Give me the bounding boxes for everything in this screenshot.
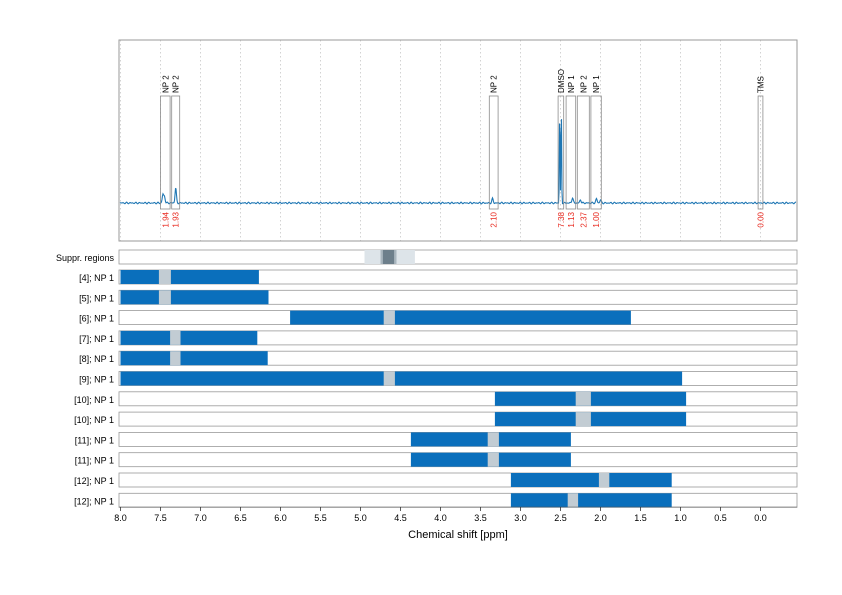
track-frame (118, 289, 798, 305)
track-label: [7]; NP 1 (79, 334, 114, 344)
grid-lines (120, 40, 761, 241)
track-label: [12]; NP 1 (74, 476, 114, 486)
track-label: [5]; NP 1 (79, 293, 114, 303)
track-gap (487, 432, 499, 447)
track-gap (170, 351, 181, 366)
track-bar (120, 371, 683, 386)
annotation-box (488, 95, 499, 210)
track-gap (575, 391, 591, 406)
x-tick-label: 5.0 (354, 513, 367, 523)
track-gap (158, 270, 171, 284)
annotation-box (171, 95, 181, 210)
x-tick-label: 8.0 (114, 513, 127, 523)
track-frame (118, 330, 798, 346)
x-tick-label: 0.5 (714, 513, 727, 523)
integral-value: 1.94 (161, 211, 170, 227)
integral-value: 2.10 (490, 211, 499, 227)
annotation-label: DMSO (557, 69, 566, 93)
annotation-box (160, 95, 171, 210)
suppressed-track (118, 249, 798, 265)
x-axis: 8.0 7.5 7.0 6.5 6.0 5.5 5.0 4.5 4.0 3.5 3.0 2.5 2.0 1… (114, 506, 797, 523)
track-bar (510, 493, 672, 508)
integral-value: 2.37 (579, 211, 588, 227)
track-gap (567, 493, 579, 508)
x-tick-label: 2.5 (554, 513, 567, 523)
integral-value: 1.13 (567, 211, 576, 227)
track-frame (118, 492, 798, 508)
track-label: [9]; NP 1 (79, 375, 114, 385)
x-tick-label: 1.0 (674, 513, 687, 523)
track-bar (120, 270, 259, 284)
x-tick-label: 6.5 (234, 513, 247, 523)
range-tracks: Suppr. regions [4]; NP 1 [5]; NP 1 [6]; NP … (56, 249, 798, 508)
annotation-label: NP 2 (172, 75, 181, 93)
x-tick-label: 4.5 (394, 513, 407, 523)
integral-value: 7.38 (557, 211, 566, 227)
annotation-box (757, 95, 764, 210)
x-tick-label: 4.0 (434, 513, 447, 523)
x-tick-label: 7.5 (154, 513, 167, 523)
x-axis-label: Chemical shift [ppm] (408, 529, 508, 541)
x-tick-label: 1.5 (634, 513, 647, 523)
annotation-label: NP 2 (161, 75, 170, 93)
spectrum-panel: NP 2 1.94 NP 2 1.93 NP 2 2.10 DMSO 7.38 NP 1 1.13… (118, 39, 798, 242)
x-tick-label: 0.0 (754, 513, 767, 523)
track-label: [8]; NP 1 (79, 354, 114, 364)
annotation-box (576, 95, 590, 210)
spectrum-trace (119, 119, 797, 205)
annotation-box (590, 95, 602, 210)
track-label: [11]; NP 1 (75, 456, 114, 466)
integral-value: 1.00 (592, 211, 601, 227)
track-frame (118, 269, 798, 285)
track-gap (575, 412, 591, 427)
track-gap (598, 473, 610, 487)
track-frame (118, 350, 798, 366)
x-tick-label: 6.0 (274, 513, 287, 523)
track-gap (383, 310, 395, 325)
annotation-label: NP 2 (490, 75, 499, 93)
integral-value: 1.93 (172, 211, 181, 227)
x-tick-label: 3.5 (474, 513, 487, 523)
spectrum-frame (118, 39, 798, 242)
annotation-label: NP 2 (579, 75, 588, 93)
integral-value: 0.00 (757, 211, 766, 227)
track-frame (118, 391, 798, 407)
track-bar (120, 290, 269, 305)
annotation-label: NP 1 (567, 75, 576, 93)
track-label: [4]; NP 1 (79, 273, 114, 283)
track-gap (158, 290, 171, 305)
track-gap (170, 330, 181, 345)
track-frame (118, 472, 798, 488)
track-bar (120, 351, 268, 366)
track-label: [11]; NP 1 (75, 435, 114, 445)
x-tick-label: 5.5 (314, 513, 327, 523)
track-bar (290, 310, 631, 325)
track-label: [12]; NP 1 (74, 496, 114, 506)
annotation-label: TMS (757, 76, 766, 93)
x-tick-label: 2.0 (594, 513, 607, 523)
track-bar (120, 330, 258, 345)
annotation-box (557, 95, 565, 210)
suppressed-region-core (382, 250, 395, 264)
track-frame (118, 411, 798, 427)
track-label: [6]; NP 1 (79, 314, 114, 324)
track-label: [10]; NP 1 (74, 415, 114, 425)
suppressed-label: Suppr. regions (56, 253, 115, 263)
x-tick-label: 7.0 (194, 513, 207, 523)
track-label: [10]; NP 1 (74, 395, 114, 405)
annotation-box (565, 95, 577, 210)
track-gap (383, 371, 395, 386)
x-tick-label: 3.0 (514, 513, 527, 523)
track-bar (510, 473, 672, 487)
track-gap (487, 452, 499, 467)
annotation-label: NP 1 (592, 75, 601, 93)
